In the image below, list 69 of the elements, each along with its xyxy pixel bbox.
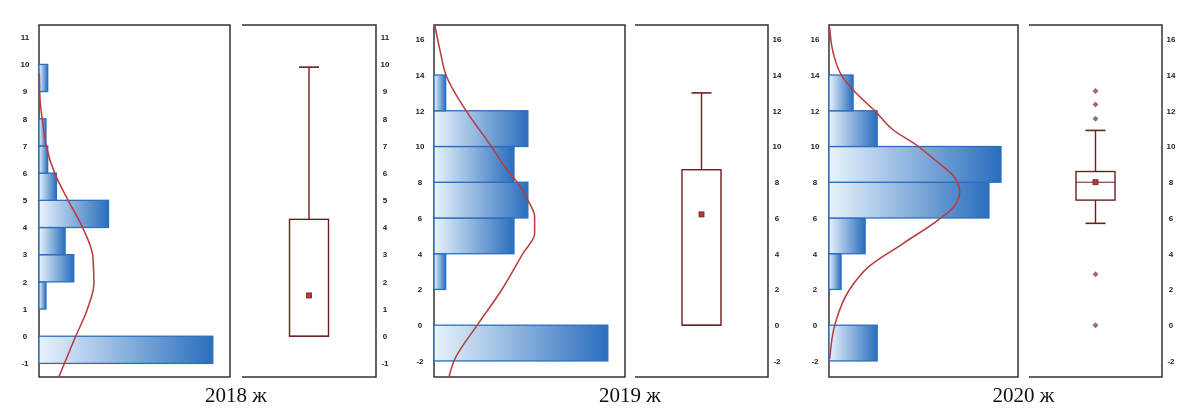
text: 2019 ж [599, 383, 662, 407]
y-tick-label: 8 [417, 178, 423, 188]
y-tick-label: 16 [415, 35, 425, 45]
y-tick-label: 14 [415, 70, 425, 80]
y-tick-label: 3 [22, 250, 28, 260]
y-tick-label: 10 [772, 142, 782, 152]
y-tick-label: 12 [1166, 106, 1176, 116]
y-tick-label: -2 [416, 356, 425, 366]
y-tick-label: 2 [417, 285, 423, 295]
y-tick-label: 16 [1166, 35, 1176, 45]
y-tick-label: 16 [772, 35, 782, 45]
y-tick-label: 4 [1168, 249, 1174, 259]
y-tick-label: 6 [812, 213, 818, 223]
y-tick-label: 11 [20, 33, 30, 43]
y-tick-label: 7 [22, 141, 28, 151]
text: 2018 ж [205, 383, 268, 407]
y-tick-label: 10 [415, 142, 425, 152]
y-tick-label: 16 [810, 35, 820, 45]
y-tick-label: 4 [382, 223, 388, 233]
y-tick-label: 10 [380, 60, 390, 70]
y-tick-label: 8 [774, 178, 780, 188]
y-tick-label: 7 [382, 141, 388, 151]
y-tick-label: 11 [380, 33, 390, 43]
y-tick-label: 12 [415, 106, 425, 116]
y-tick-label: 2 [774, 285, 780, 295]
y-tick-label: 1 [22, 304, 28, 314]
y-tick-label: -2 [1167, 356, 1176, 366]
y-tick-label: 6 [1168, 213, 1174, 223]
y-tick-label: 8 [1168, 178, 1174, 188]
y-tick-label: 10 [810, 142, 820, 152]
y-tick-label: 14 [810, 70, 820, 80]
y-tick-label: 0 [417, 320, 423, 330]
y-tick-label: 8 [382, 114, 388, 124]
y-tick-label: 0 [382, 332, 388, 342]
y-tick-label: 4 [774, 249, 780, 259]
y-tick-label: 10 [1166, 142, 1176, 152]
y-tick-label: 5 [22, 196, 28, 206]
y-tick-label: 6 [22, 168, 28, 178]
y-tick-label: 8 [22, 114, 28, 124]
y-tick-label: 0 [774, 320, 780, 330]
y-tick-label: 9 [22, 87, 28, 97]
y-tick-label: 1 [382, 304, 388, 314]
y-tick-label: 0 [812, 320, 818, 330]
text: 2020 ж [992, 383, 1055, 407]
y-tick-label: 2 [1168, 285, 1174, 295]
y-tick-label: 4 [22, 223, 28, 233]
y-tick-label: 9 [382, 87, 388, 97]
y-tick-label: 3 [382, 250, 388, 260]
y-tick-label: 6 [382, 168, 388, 178]
y-tick-label: 2 [22, 277, 28, 287]
y-tick-label: 4 [417, 249, 423, 259]
y-tick-label: 4 [812, 249, 818, 259]
y-tick-label: 2 [812, 285, 818, 295]
y-tick-label: 12 [772, 106, 782, 116]
y-tick-label: 14 [772, 70, 782, 80]
y-tick-label: 6 [417, 213, 423, 223]
y-tick-label: 6 [774, 213, 780, 223]
y-tick-label: 2 [382, 277, 388, 287]
y-tick-label: -2 [811, 356, 820, 366]
y-tick-label: -1 [21, 359, 30, 369]
y-tick-label: 0 [1168, 320, 1174, 330]
y-tick-label: 12 [810, 106, 820, 116]
y-tick-label: 0 [22, 332, 28, 342]
y-tick-label: 14 [1166, 70, 1176, 80]
y-tick-label: 10 [20, 60, 30, 70]
y-tick-label: -1 [381, 359, 390, 369]
y-tick-label: -2 [773, 356, 782, 366]
y-tick-label: 8 [812, 178, 818, 188]
y-tick-label: 5 [382, 196, 388, 206]
